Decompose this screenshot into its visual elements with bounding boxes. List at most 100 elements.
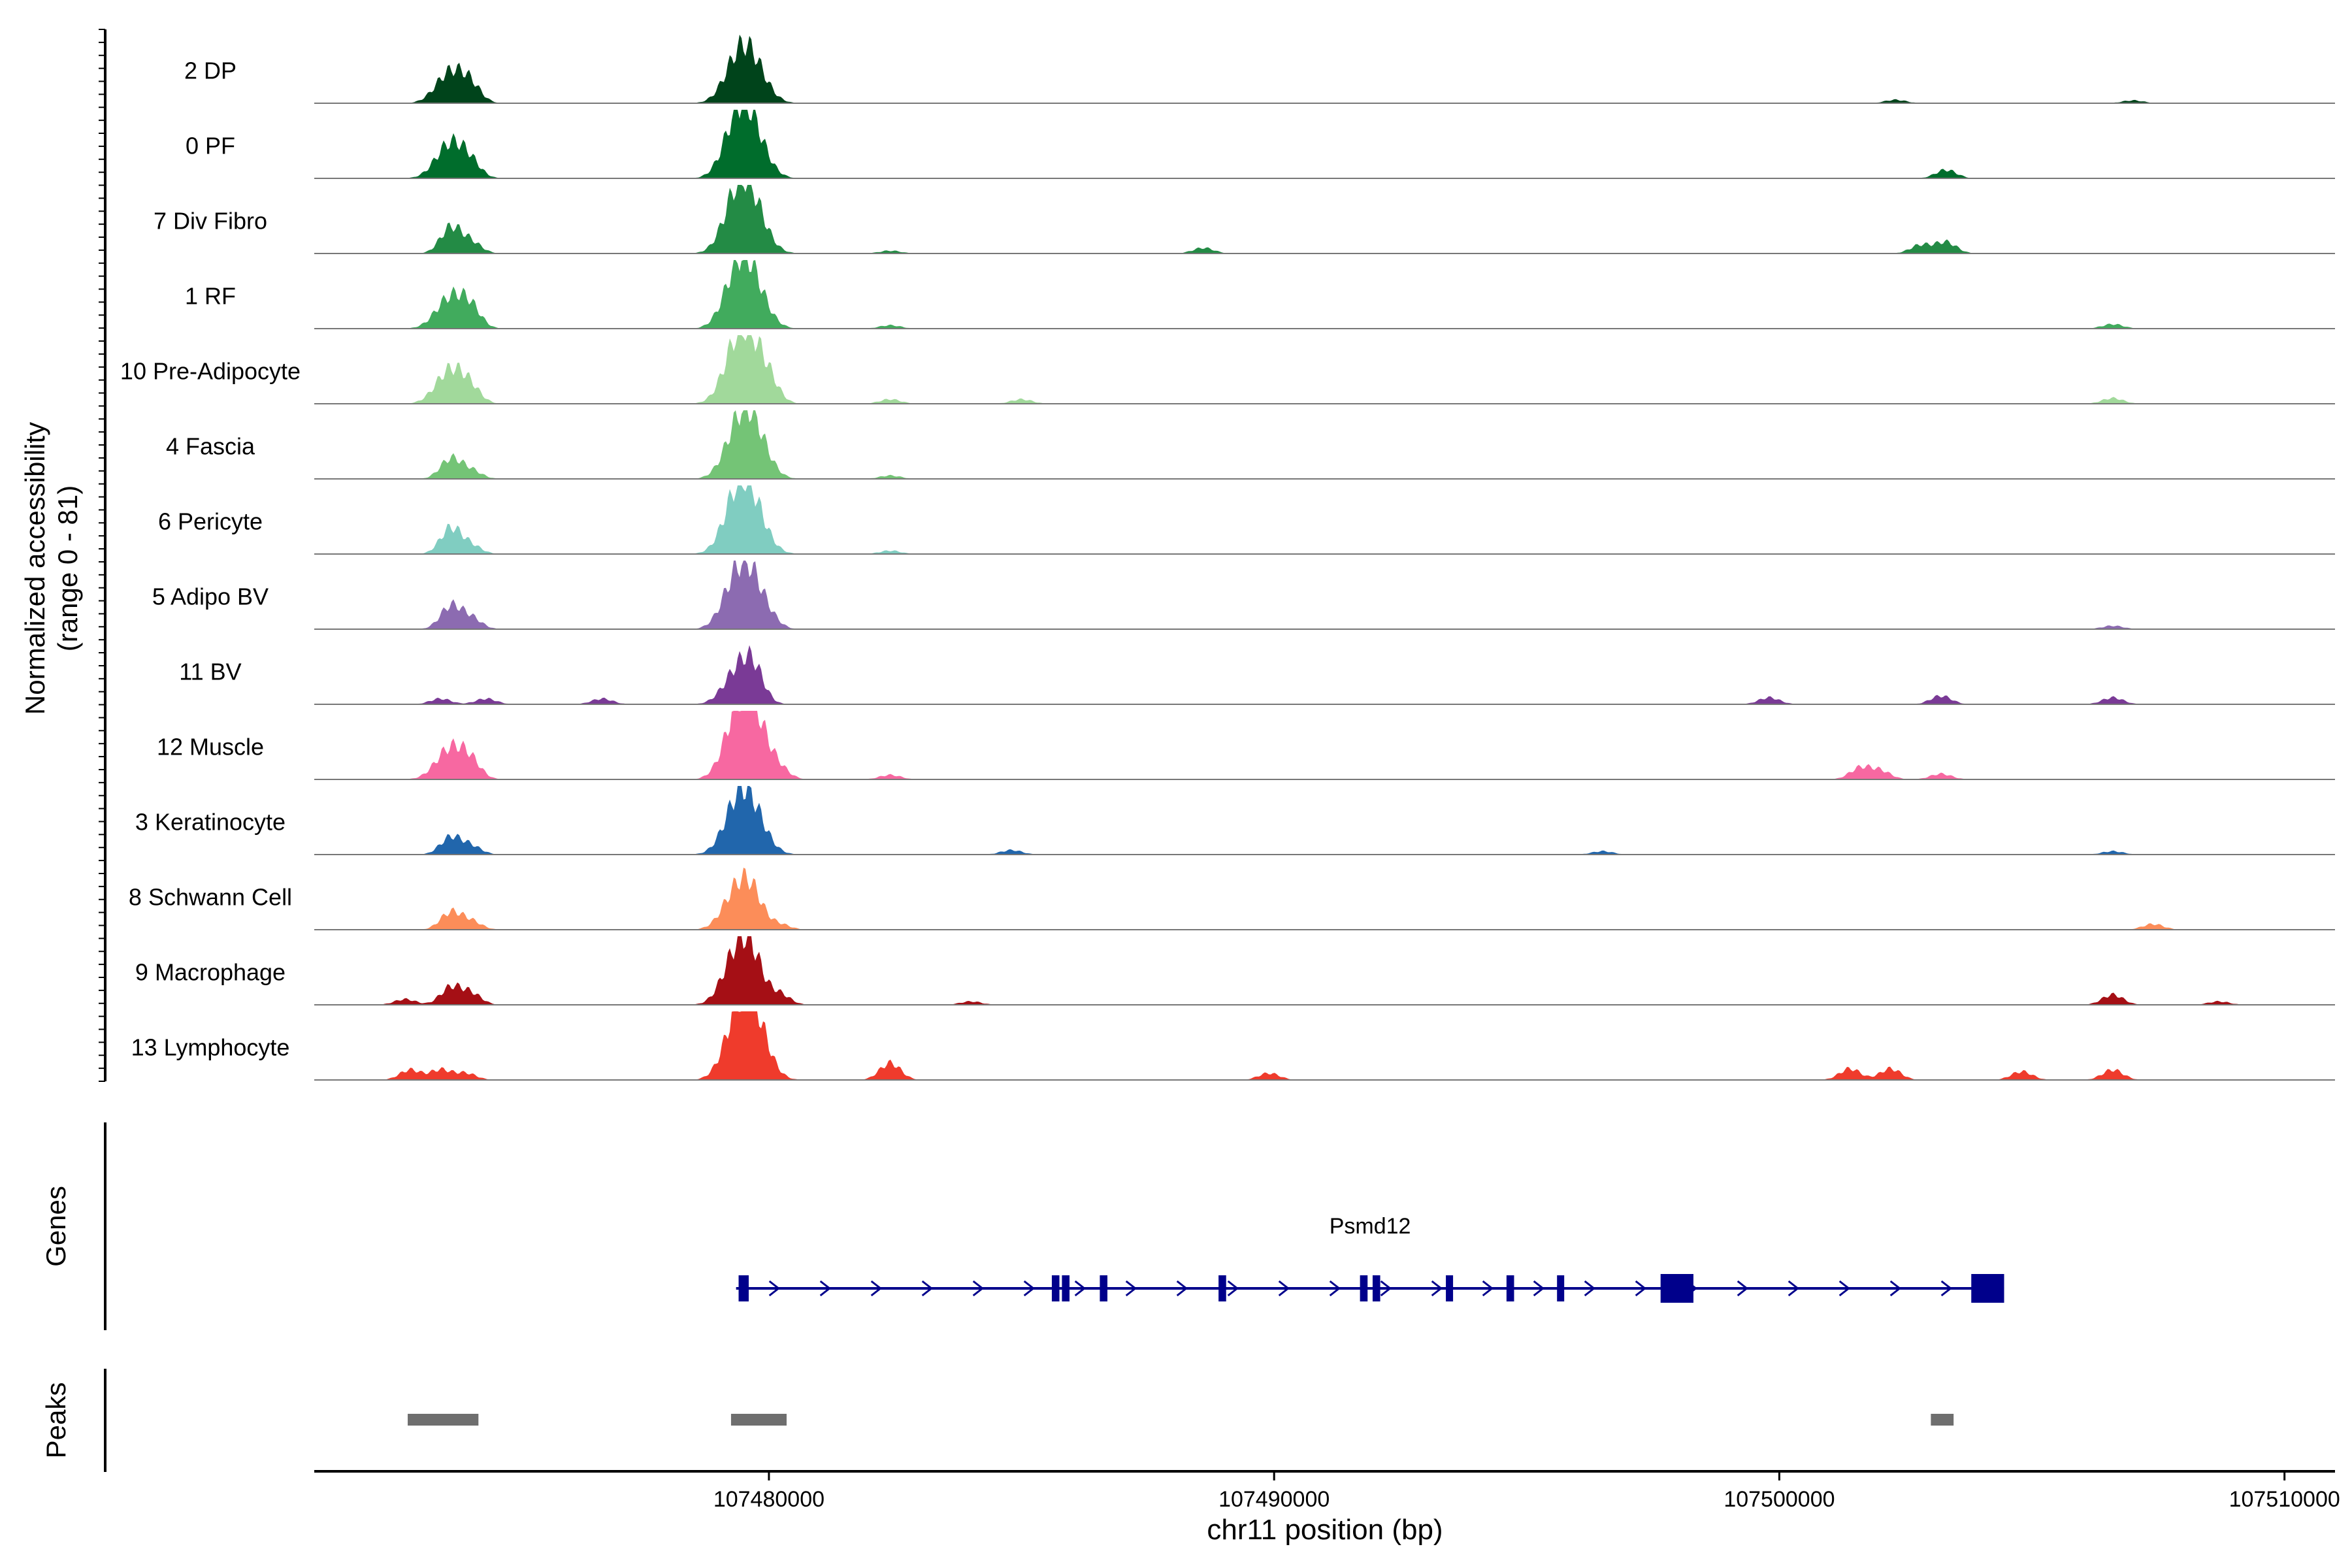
strand-arrow — [1431, 1280, 1443, 1297]
strand-arrow — [1176, 1280, 1188, 1297]
x-axis-tick-label: 107490000 — [1218, 1487, 1330, 1512]
strand-arrow — [921, 1280, 934, 1297]
coverage-y-axis — [99, 29, 106, 1082]
coverage-area — [314, 786, 2335, 855]
coverage-track: 13 Lymphocyte — [131, 1011, 2335, 1081]
coverage-y-axis-label-line1: Normalized accessibility — [20, 422, 50, 715]
coverage-track: 2 DP — [184, 35, 2335, 104]
coverage-track: 3 Keratinocyte — [135, 786, 2335, 855]
x-axis-tick-label: 107480000 — [713, 1487, 825, 1512]
coverage-area — [314, 185, 2335, 253]
genes-panel: Genes Psmd12 — [41, 1122, 2004, 1330]
gene-exon — [1971, 1274, 2004, 1303]
gene-exon — [1051, 1275, 1060, 1301]
strand-arrow — [1023, 1280, 1036, 1297]
coverage-track: 4 Fascia — [166, 410, 2335, 480]
track-label: 6 Pericyte — [158, 508, 263, 534]
coverage-area — [314, 561, 2335, 629]
x-axis-label: chr11 position (bp) — [1207, 1514, 1443, 1546]
track-label: 13 Lymphocyte — [131, 1034, 290, 1060]
strand-arrow — [1227, 1280, 1239, 1297]
strand-arrow — [1889, 1280, 1902, 1297]
gene-exon — [738, 1275, 749, 1301]
coverage-track: 5 Adipo BV — [152, 561, 2335, 630]
gene-name-label: Psmd12 — [1330, 1214, 1411, 1239]
strand-arrow — [972, 1280, 985, 1297]
x-axis: 107480000 107490000 107500000 107510000 chr… — [314, 1470, 2340, 1546]
track-label: 3 Keratinocyte — [135, 808, 286, 835]
coverage-track: 9 Macrophage — [135, 936, 2335, 1005]
gene-exon — [1100, 1275, 1108, 1301]
track-label: 12 Muscle — [157, 733, 264, 760]
coverage-area — [314, 260, 2335, 329]
coverage-area — [314, 868, 2335, 930]
strand-arrow — [1329, 1280, 1341, 1297]
strand-arrow — [1380, 1280, 1392, 1297]
strand-arrow — [1940, 1280, 1953, 1297]
strand-arrow — [1737, 1280, 1749, 1297]
strand-arrow — [1125, 1280, 1137, 1297]
coverage-area — [314, 410, 2335, 479]
strand-arrow — [870, 1280, 883, 1297]
coverage-area — [314, 1011, 2335, 1080]
strand-arrow — [819, 1280, 832, 1297]
coverage-track: 8 Schwann Cell — [129, 868, 2335, 930]
coverage-area — [314, 645, 2335, 704]
gene-exon — [1372, 1275, 1380, 1301]
track-label: 7 Div Fibro — [154, 207, 267, 234]
genes-y-axis-label: Genes — [41, 1186, 71, 1267]
peaks-panel: Peaks — [41, 1369, 1954, 1472]
coverage-tracks: 2 DP 0 PF 7 Div Fibro 1 RF 10 Pre-Adipocyte 4… — [120, 35, 2335, 1081]
strand-arrow — [1838, 1280, 1851, 1297]
gene-exon — [1506, 1275, 1514, 1301]
gene-exon — [1446, 1275, 1454, 1301]
track-label: 5 Adipo BV — [152, 583, 269, 610]
track-label: 0 PF — [186, 132, 235, 159]
coverage-panel: Normalized accessibility (range 0 - 81) … — [20, 29, 2335, 1082]
coverage-area — [314, 335, 2335, 404]
track-label: 8 Schwann Cell — [129, 883, 292, 910]
gene-exon — [1218, 1275, 1226, 1301]
track-label: 11 BV — [179, 658, 241, 685]
strand-arrow — [1533, 1280, 1545, 1297]
coverage-area — [314, 485, 2335, 554]
coverage-track: 10 Pre-Adipocyte — [120, 335, 2335, 404]
track-label: 2 DP — [184, 57, 237, 84]
gene-model — [736, 1274, 2004, 1303]
strand-arrow — [1788, 1280, 1800, 1297]
coverage-area — [314, 711, 2335, 779]
strand-arrow — [1074, 1280, 1086, 1297]
coverage-area — [314, 35, 2335, 103]
x-axis-tick-label: 107510000 — [2229, 1487, 2340, 1512]
peak-ranges — [408, 1414, 1954, 1426]
peak-range — [1931, 1414, 1954, 1426]
x-axis-tick-label: 107500000 — [1723, 1487, 1835, 1512]
coverage-area — [314, 936, 2335, 1005]
track-label: 9 Macrophage — [135, 958, 286, 985]
gene-exon — [1062, 1275, 1070, 1301]
track-label: 1 RF — [185, 282, 236, 309]
strand-arrow — [1584, 1280, 1596, 1297]
coverage-track: 11 BV — [179, 645, 2335, 705]
x-axis-ticks: 107480000 107490000 107500000 107510000 — [713, 1471, 2340, 1512]
coverage-track: 7 Div Fibro — [154, 185, 2335, 254]
coverage-track: 1 RF — [185, 260, 2335, 329]
coverage-track: 0 PF — [186, 110, 2335, 179]
peak-range — [730, 1414, 787, 1426]
peaks-y-axis-label: Peaks — [41, 1382, 71, 1459]
track-label: 4 Fascia — [166, 433, 255, 459]
gene-exon — [1360, 1275, 1368, 1301]
peak-range — [408, 1414, 479, 1426]
gene-exon — [1660, 1274, 1693, 1303]
strand-arrow — [1635, 1280, 1647, 1297]
gene-exon — [1557, 1275, 1565, 1301]
strand-arrow — [1278, 1280, 1290, 1297]
coverage-track: 12 Muscle — [157, 711, 2335, 780]
strand-arrow — [1482, 1280, 1494, 1297]
coverage-y-axis-label-line2: (range 0 - 81) — [52, 485, 83, 651]
strand-arrow — [768, 1280, 781, 1297]
track-label: 10 Pre-Adipocyte — [120, 357, 301, 384]
coverage-track: 6 Pericyte — [158, 485, 2335, 555]
coverage-area — [314, 110, 2335, 178]
